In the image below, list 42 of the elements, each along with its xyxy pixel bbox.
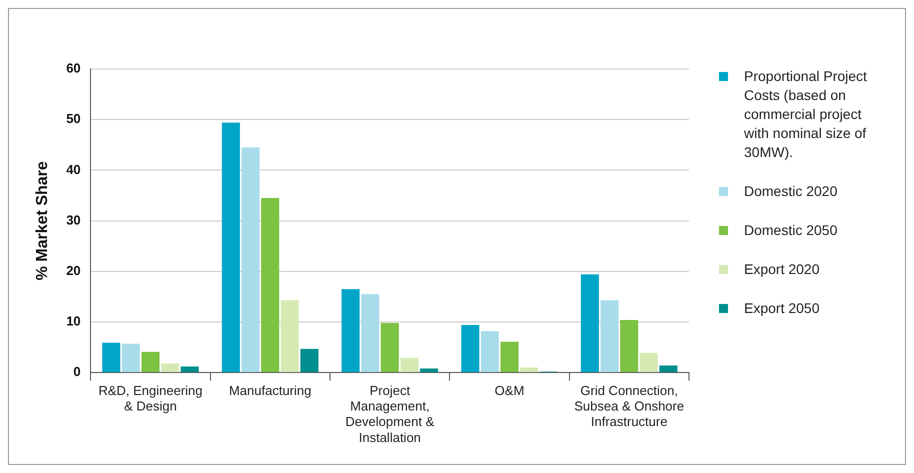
bar — [222, 122, 240, 372]
bar — [300, 348, 318, 372]
bar — [600, 300, 619, 372]
legend-label: Domestic 2050 — [744, 221, 838, 240]
bar — [342, 289, 360, 372]
bar — [400, 358, 418, 372]
legend-label: Export 2020 — [744, 260, 820, 279]
x-tick-label: R&D, Engineering & Design — [98, 382, 203, 414]
x-tick-label: O&M — [494, 382, 524, 398]
bar — [280, 300, 299, 372]
bar — [620, 320, 638, 372]
bar — [122, 344, 140, 372]
y-tick-label: 40 — [66, 162, 81, 177]
bar — [180, 366, 199, 372]
bar — [361, 294, 380, 372]
bar — [242, 147, 260, 372]
bar — [380, 323, 399, 372]
y-tick-label: 0 — [73, 364, 81, 380]
bar — [461, 325, 480, 372]
bar — [102, 342, 120, 372]
bar — [520, 368, 538, 372]
bar — [161, 363, 180, 372]
bar — [420, 368, 438, 372]
bar — [261, 198, 280, 372]
y-tick-label: 20 — [66, 262, 81, 278]
legend-label: Proportional Project Costs (based on commercial project with nominal size of 30MW). — [744, 67, 868, 162]
bar — [640, 352, 658, 372]
y-tick-label: 10 — [66, 314, 81, 329]
bar — [659, 366, 678, 372]
y-tick-label: 30 — [66, 212, 81, 228]
y-tick-label: 60 — [66, 60, 81, 76]
bar — [500, 342, 519, 372]
y-axis-title: % Market Share — [34, 161, 52, 280]
x-tick-label: Project Management, Development & Installation — [345, 382, 435, 445]
y-tick-label: 50 — [66, 111, 81, 126]
x-tick-label: Grid Connection, Subsea & Onshore Infrastructure — [574, 382, 684, 430]
bar — [580, 274, 599, 372]
bar — [141, 352, 160, 372]
legend-label: Export 2050 — [744, 299, 820, 318]
bar — [480, 331, 499, 372]
legend-label: Domestic 2020 — [744, 182, 838, 201]
x-tick-label: Manufacturing — [228, 382, 312, 398]
